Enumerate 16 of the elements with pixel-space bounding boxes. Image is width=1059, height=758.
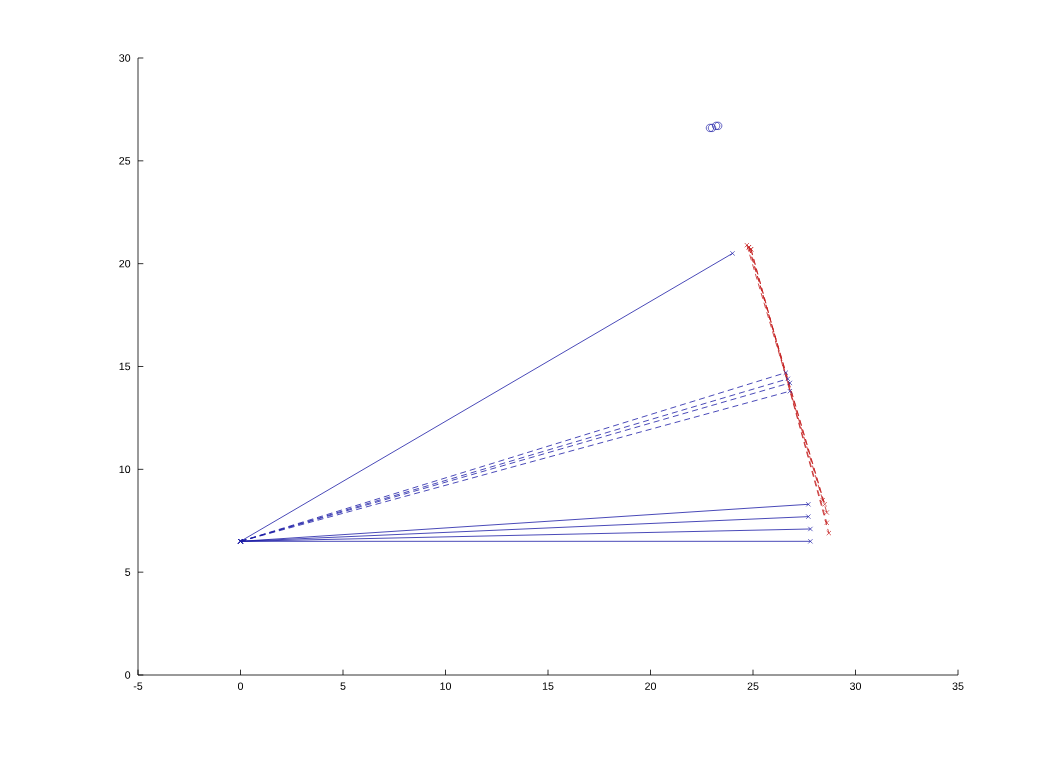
y-tick-label: 10 bbox=[119, 465, 131, 474]
x-tick-label: -5 bbox=[133, 682, 143, 690]
x-tick-label: 5 bbox=[340, 682, 346, 690]
x-tick-label: 20 bbox=[645, 682, 657, 690]
y-tick-label: 15 bbox=[119, 362, 131, 371]
y-tick-label: 30 bbox=[119, 54, 131, 62]
y-tick-label: 25 bbox=[119, 157, 131, 165]
y-tick-label: 20 bbox=[119, 259, 131, 268]
x-tick-label: 15 bbox=[542, 682, 554, 690]
x-tick-label: 0 bbox=[237, 682, 244, 690]
x-tick-label: 30 bbox=[849, 682, 862, 690]
x-tick-label: 35 bbox=[952, 682, 964, 690]
y-tick-label: 5 bbox=[125, 568, 131, 576]
x-tick-label: 10 bbox=[440, 682, 452, 690]
x-tick-label: 25 bbox=[747, 682, 759, 690]
y-tick-label: 0 bbox=[125, 671, 131, 679]
